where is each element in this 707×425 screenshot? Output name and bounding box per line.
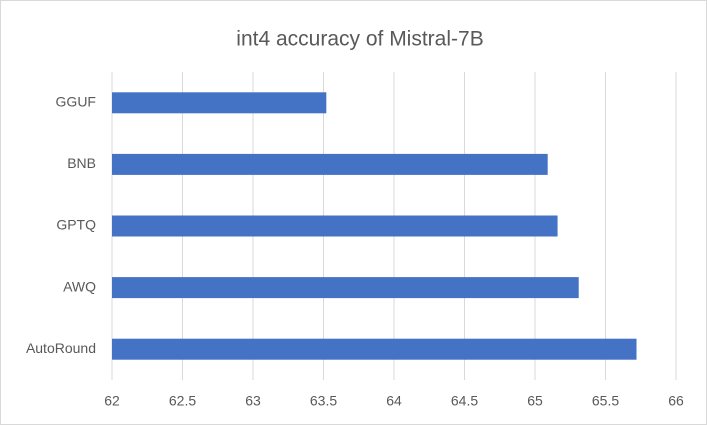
bar (112, 215, 558, 237)
x-tick-label: 65 (527, 393, 543, 409)
y-tick-label: GGUF (56, 94, 96, 110)
bar (112, 153, 548, 175)
chart-title: int4 accuracy of Mistral-7B (236, 28, 483, 51)
bar (112, 338, 637, 360)
y-tick-label: AWQ (63, 278, 96, 294)
bar (112, 277, 579, 299)
x-tick-label: 62 (104, 393, 120, 409)
x-tick-label: 65.5 (592, 393, 619, 409)
x-tick-label: 64.5 (451, 393, 478, 409)
x-tick-label: 62.5 (169, 393, 196, 409)
y-tick-label: AutoRound (26, 340, 96, 356)
x-tick-label: 63 (245, 393, 261, 409)
y-tick-label: GPTQ (56, 217, 96, 233)
y-tick-label: BNB (67, 155, 96, 171)
x-tick-label: 66 (668, 393, 684, 409)
bar (112, 92, 327, 114)
x-tick-label: 63.5 (310, 393, 337, 409)
x-tick-label: 64 (386, 393, 402, 409)
